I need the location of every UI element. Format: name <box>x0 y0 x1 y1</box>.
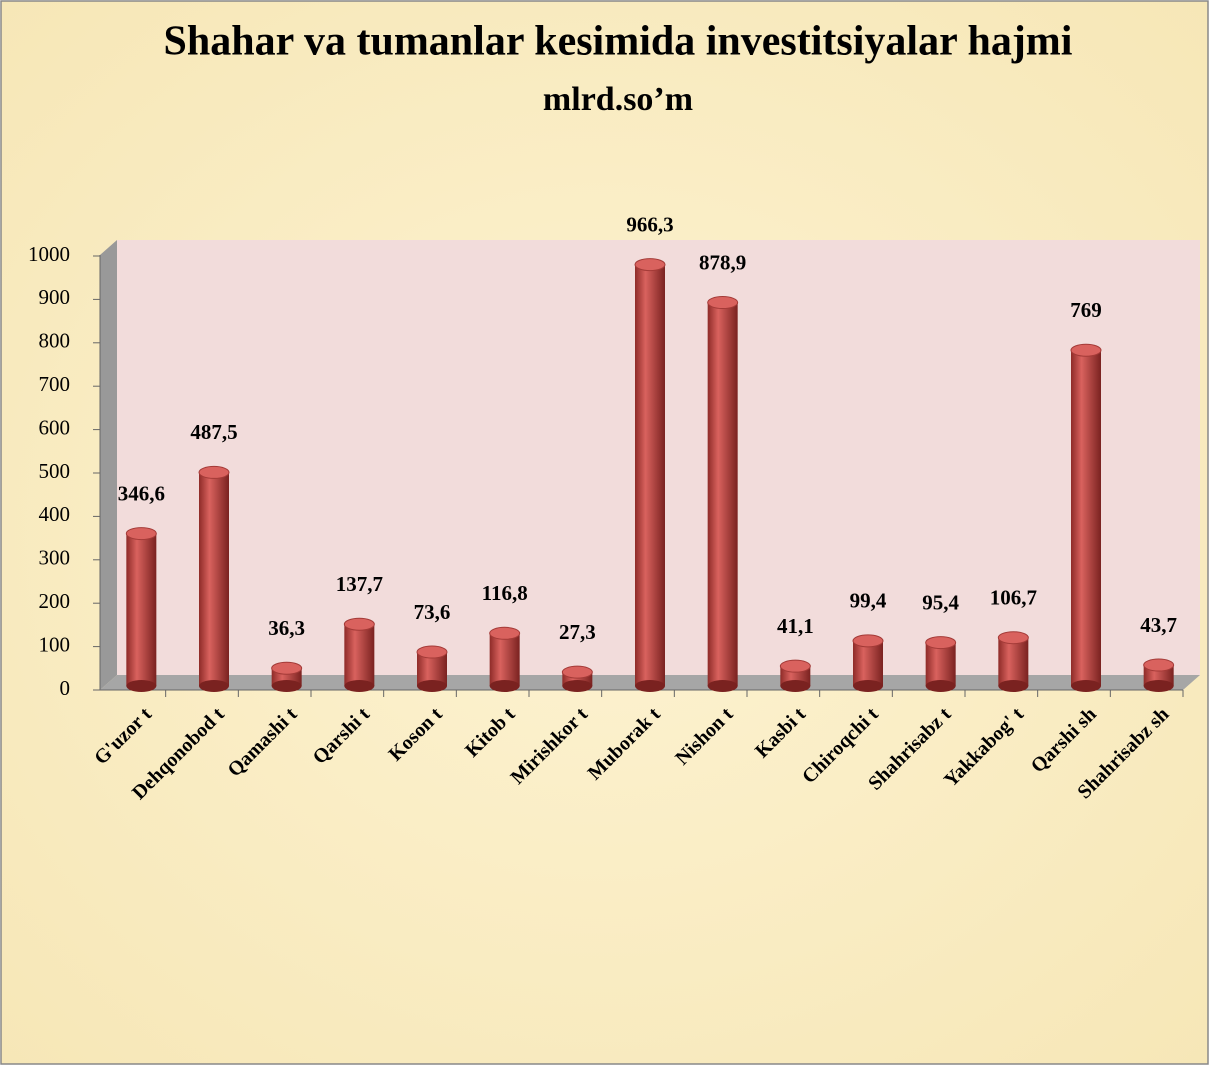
bar-base <box>707 680 738 692</box>
bar <box>853 640 883 686</box>
side-wall <box>100 240 117 690</box>
bar-base <box>998 680 1029 692</box>
bar-top <box>925 636 957 650</box>
bar <box>199 472 229 686</box>
bar-top <box>561 665 593 679</box>
bar-base <box>780 680 811 692</box>
data-label: 95,4 <box>922 590 959 614</box>
data-label: 966,3 <box>626 212 673 236</box>
chart-title: Shahar va tumanlar kesimida investitsiya… <box>164 19 1073 65</box>
bar-top <box>416 645 448 659</box>
data-label: 106,7 <box>990 586 1037 610</box>
bar-base <box>853 680 883 692</box>
data-label: 36,3 <box>268 616 305 640</box>
bar-top <box>1143 658 1175 672</box>
bar-top <box>707 296 739 310</box>
bar <box>1071 350 1101 686</box>
data-label: 346,6 <box>118 481 165 505</box>
bar-base <box>1143 680 1174 692</box>
y-tick-label: 200 <box>39 589 71 613</box>
bar-top <box>779 659 811 673</box>
bar-top <box>634 258 666 272</box>
data-label: 487,5 <box>190 420 237 444</box>
data-label: 769 <box>1070 298 1102 322</box>
bar <box>489 633 520 686</box>
data-label: 137,7 <box>336 572 383 596</box>
bar-top <box>1070 343 1102 357</box>
bar <box>925 642 956 686</box>
data-label: 43,7 <box>1140 613 1177 637</box>
bar-base <box>925 680 956 692</box>
y-tick-label: 400 <box>39 502 71 526</box>
y-tick-label: 800 <box>39 329 71 353</box>
bar-top <box>271 661 303 675</box>
data-label: 116,8 <box>482 581 528 605</box>
y-tick-label: 0 <box>60 676 71 700</box>
bar-top <box>489 626 521 640</box>
bar-top <box>997 631 1029 645</box>
bar-base <box>344 680 375 692</box>
bar-base <box>199 680 229 692</box>
bar-top <box>198 465 230 479</box>
bar-base <box>1071 680 1101 692</box>
data-label: 41,1 <box>777 614 814 638</box>
bar <box>707 302 738 686</box>
data-label: 27,3 <box>559 620 596 644</box>
y-tick-label: 100 <box>39 632 71 656</box>
data-label: 73,6 <box>414 600 451 624</box>
y-tick-label: 700 <box>39 372 71 396</box>
bar-top <box>125 527 157 541</box>
bar-base <box>635 680 665 692</box>
bar-base <box>417 680 447 692</box>
chart-subtitle: mlrd.so’m <box>543 81 693 118</box>
y-tick-label: 300 <box>39 546 71 570</box>
bar <box>635 264 665 686</box>
y-tick-label: 600 <box>39 415 71 439</box>
bar-top <box>343 617 375 631</box>
y-tick-label: 500 <box>39 459 71 483</box>
y-tick-label: 900 <box>39 285 71 309</box>
y-tick-label: 1000 <box>28 242 70 266</box>
data-label: 99,4 <box>850 589 887 613</box>
bar-top <box>852 634 884 648</box>
bar <box>126 533 157 686</box>
bar-base <box>271 680 302 692</box>
bar-base <box>562 680 593 692</box>
bar <box>344 624 375 686</box>
data-label: 878,9 <box>699 250 746 274</box>
bar-base <box>126 680 157 692</box>
bar-base <box>489 680 520 692</box>
bar <box>998 637 1029 686</box>
